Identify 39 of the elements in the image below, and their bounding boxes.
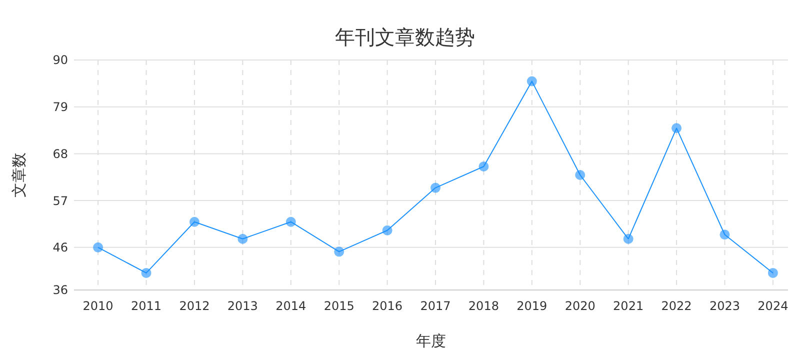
point (238, 234, 248, 244)
x-tick-label: 2024 (758, 299, 788, 313)
x-tick-label: 2010 (82, 299, 114, 313)
point (430, 182, 440, 193)
point (623, 234, 634, 244)
point (189, 216, 200, 227)
x-tick-label: 2015 (324, 299, 354, 313)
x-tick-label: 2011 (130, 299, 162, 313)
y-tick-label: 79 (52, 100, 68, 114)
point (382, 225, 392, 236)
point (334, 246, 344, 257)
point (478, 161, 489, 172)
x-tick-label: 2013 (227, 299, 258, 313)
point (286, 216, 296, 227)
x-axis-title: 年度 (416, 332, 446, 350)
y-tick-label: 57 (52, 194, 68, 208)
y-tick-label: 46 (52, 240, 68, 255)
x-tick-label: 2020 (564, 299, 596, 313)
point (672, 123, 682, 134)
x-tick-label: 2019 (516, 299, 548, 313)
point (768, 268, 778, 278)
x-tick-label: 2017 (420, 299, 451, 313)
x-tick-label: 2021 (613, 299, 644, 313)
x-tick-label: 2018 (468, 299, 499, 313)
point (575, 170, 586, 180)
chart-title: 年刊文章数趋势 (335, 25, 475, 49)
x-tick-label: 2012 (179, 299, 210, 313)
point (720, 230, 730, 240)
x-tick-label: 2022 (661, 299, 692, 313)
point (93, 242, 104, 252)
y-tick-label: 90 (52, 53, 68, 68)
x-tick-label: 2023 (709, 299, 740, 313)
x-tick-label: 2014 (276, 299, 306, 313)
point (526, 76, 537, 86)
y-tick-label: 36 (52, 283, 68, 298)
point (141, 268, 152, 278)
y-axis-title: 文章数 (10, 152, 28, 198)
x-tick-label: 2016 (372, 299, 403, 313)
y-tick-label: 68 (52, 146, 68, 161)
